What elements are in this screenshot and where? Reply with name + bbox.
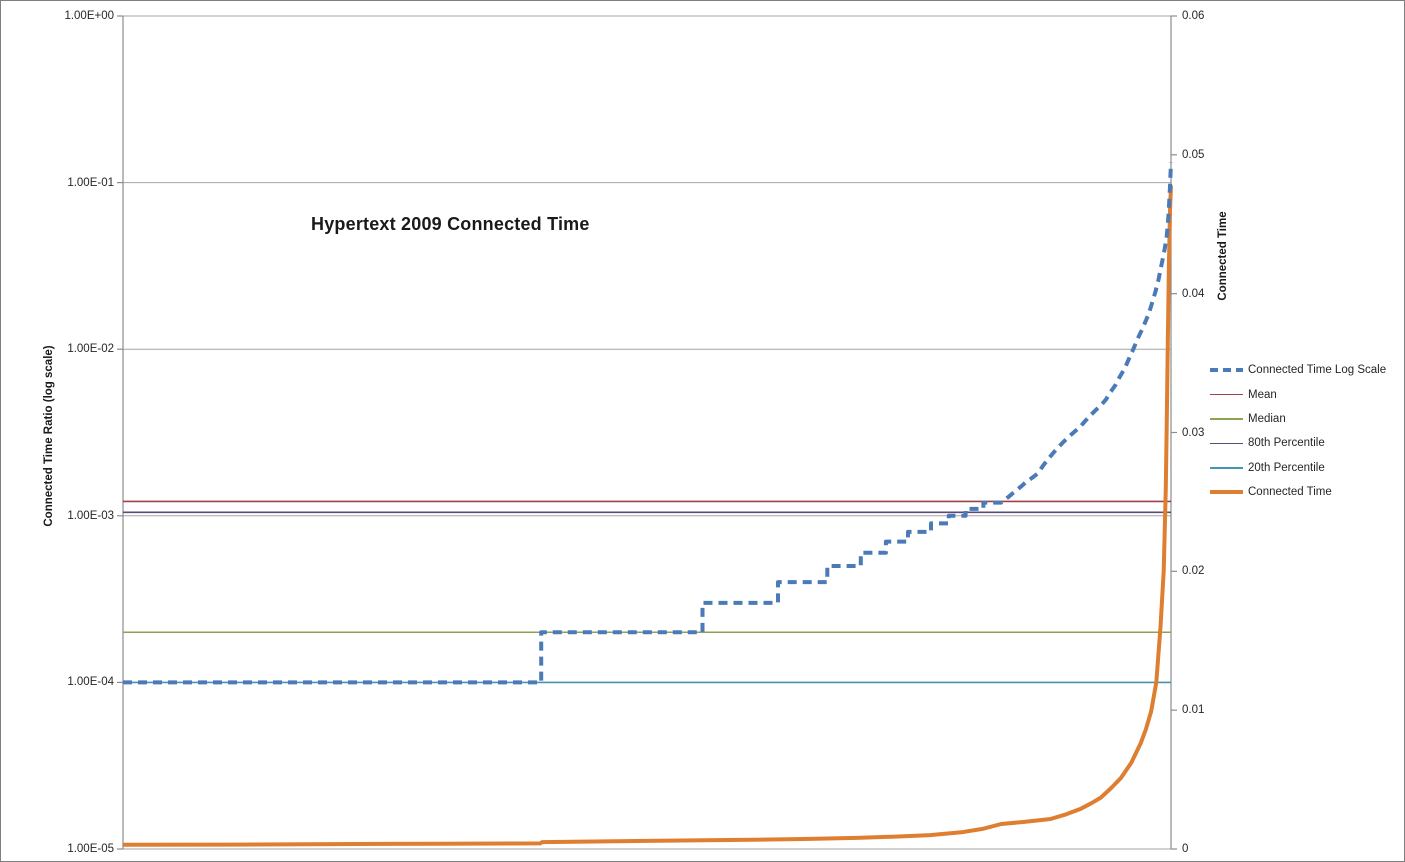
legend-item: Median xyxy=(1210,407,1386,431)
legend-item: Connected Time Log Scale xyxy=(1210,358,1386,382)
left-axis-tick-label: 1.00E-01 xyxy=(67,176,114,189)
right-axis-title: Connected Time xyxy=(1217,211,1229,301)
left-axis-tick-label: 1.00E-03 xyxy=(67,509,114,522)
right-axis-tick-label: 0.06 xyxy=(1182,10,1205,22)
chart-title: Hypertext 2009 Connected Time xyxy=(311,214,590,234)
legend-label: Median xyxy=(1248,412,1286,425)
right-axis-tick-label: 0.02 xyxy=(1182,565,1205,578)
legend-label: Connected Time xyxy=(1248,486,1332,499)
legend-label: Connected Time Log Scale xyxy=(1248,364,1387,377)
left-axis-title: Connected Time Ratio (log scale) xyxy=(43,345,55,527)
right-axis-tick-label: 0.03 xyxy=(1182,426,1205,439)
legend: Connected Time Log Scale Mean Median 80t… xyxy=(1210,358,1386,504)
legend-label: 20th Percentile xyxy=(1248,461,1325,474)
left-axis-tick-label: 1.00E-05 xyxy=(67,843,114,855)
legend-swatch-thick-line xyxy=(1210,490,1243,495)
legend-item: 20th Percentile xyxy=(1210,456,1386,480)
right-axis-tick-label: 0 xyxy=(1182,843,1189,855)
legend-swatch-line xyxy=(1210,466,1243,469)
legend-swatch-dashed-line xyxy=(1210,368,1243,373)
left-axis-tick-label: 1.00E-02 xyxy=(67,343,114,356)
left-axis-tick-label: 1.00E+00 xyxy=(64,10,114,22)
right-axis-tick-label: 0.04 xyxy=(1182,287,1205,300)
legend-item: 80th Percentile xyxy=(1210,431,1386,455)
left-axis-tick-label: 1.00E-04 xyxy=(67,676,114,689)
right-axis-tick-label: 0.05 xyxy=(1182,148,1205,161)
legend-swatch-line xyxy=(1210,418,1243,420)
legend-swatch-line xyxy=(1210,442,1243,445)
legend-label: 80th Percentile xyxy=(1248,437,1325,450)
legend-item: Mean xyxy=(1210,382,1386,406)
legend-item: Connected Time xyxy=(1210,480,1386,504)
right-axis-tick-label: 0.01 xyxy=(1182,704,1205,717)
legend-swatch-line xyxy=(1210,393,1243,396)
legend-label: Mean xyxy=(1248,388,1277,401)
